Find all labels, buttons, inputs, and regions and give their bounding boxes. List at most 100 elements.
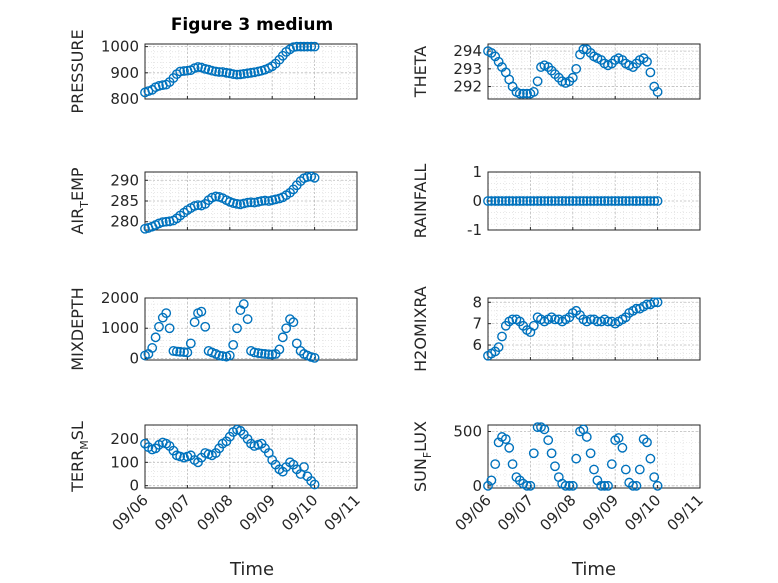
data-point-7 bbox=[161, 308, 172, 319]
y-axis-label-part: LUX bbox=[411, 421, 430, 452]
data-point-14 bbox=[185, 338, 196, 349]
data-point-6 bbox=[157, 217, 168, 228]
data-point-33 bbox=[596, 480, 607, 491]
data-point-12 bbox=[179, 66, 189, 76]
data-point-3 bbox=[490, 196, 501, 206]
data-point-32 bbox=[249, 347, 260, 358]
y-tick-label: 294 bbox=[453, 42, 482, 60]
data-point-27 bbox=[232, 323, 242, 334]
data-point-48 bbox=[649, 196, 660, 206]
data-point-36 bbox=[606, 196, 617, 206]
data-point-16 bbox=[193, 62, 203, 72]
y-axis-label-subscript: F bbox=[421, 452, 434, 458]
data-point-9 bbox=[168, 346, 179, 356]
data-point-4 bbox=[493, 196, 504, 206]
y-tick-label: 200 bbox=[110, 430, 139, 448]
data-point-15 bbox=[189, 317, 200, 328]
axes-box bbox=[144, 424, 358, 489]
data-point-14 bbox=[528, 320, 539, 331]
data-point-48 bbox=[649, 297, 660, 308]
data-point-13 bbox=[525, 480, 536, 491]
y-tick-label: 293 bbox=[453, 60, 482, 78]
data-point-30 bbox=[242, 197, 253, 208]
data-point-37 bbox=[267, 349, 278, 360]
data-point-12 bbox=[522, 88, 532, 99]
data-point-8 bbox=[507, 459, 518, 470]
data-point-26 bbox=[571, 196, 582, 206]
data-point-43 bbox=[631, 196, 642, 206]
data-point-46 bbox=[642, 437, 652, 448]
data-point-33 bbox=[596, 196, 607, 206]
data-point-25 bbox=[567, 480, 578, 491]
data-point-20 bbox=[550, 196, 560, 206]
data-point-18 bbox=[200, 321, 211, 332]
data-point-36 bbox=[263, 349, 274, 360]
data-point-17 bbox=[539, 196, 550, 206]
data-point-2 bbox=[486, 196, 497, 206]
data-point-42 bbox=[285, 187, 295, 198]
data-point-28 bbox=[578, 196, 589, 206]
subplot-1: 800 900 1000 PRESSURE bbox=[68, 29, 358, 114]
data-point-35 bbox=[603, 480, 613, 491]
y-tick-label: 1 bbox=[472, 163, 482, 181]
data-point-49 bbox=[309, 352, 320, 363]
data-point-21 bbox=[210, 191, 221, 202]
data-point-39 bbox=[617, 196, 628, 206]
y-tick-label: 2000 bbox=[101, 289, 139, 307]
data-point-44 bbox=[291, 338, 302, 349]
data-point-41 bbox=[281, 323, 292, 334]
data-point-12 bbox=[522, 480, 532, 491]
data-point-32 bbox=[249, 67, 260, 78]
data-point-29 bbox=[238, 299, 249, 309]
data-point-8 bbox=[507, 196, 518, 206]
data-point-5 bbox=[154, 81, 164, 91]
data-point-47 bbox=[302, 172, 313, 182]
data-point-8 bbox=[164, 323, 175, 334]
y-tick-label: 0 bbox=[129, 477, 139, 495]
data-point-21 bbox=[553, 196, 564, 206]
data-point-43 bbox=[288, 42, 299, 53]
data-point-18 bbox=[543, 435, 554, 446]
data-point-22 bbox=[214, 350, 225, 361]
data-point-15 bbox=[532, 422, 543, 433]
data-point-47 bbox=[645, 67, 656, 78]
data-point-5 bbox=[497, 331, 507, 342]
y-axis-label: MIXDEPTH bbox=[68, 287, 87, 370]
data-point-23 bbox=[560, 480, 571, 491]
data-point-49 bbox=[652, 87, 663, 97]
data-point-11 bbox=[518, 196, 529, 206]
y-tick-label: 100 bbox=[110, 453, 139, 471]
data-point-17 bbox=[196, 306, 207, 317]
data-point-22 bbox=[214, 67, 225, 77]
data-point-24 bbox=[221, 67, 232, 78]
data-point-7 bbox=[504, 196, 515, 206]
y-axis-label-part: PRESSURE bbox=[68, 29, 87, 113]
data-point-27 bbox=[232, 198, 242, 209]
data-point-6 bbox=[500, 196, 511, 206]
data-point-31 bbox=[589, 196, 599, 206]
data-point-18 bbox=[543, 196, 554, 206]
data-point-9 bbox=[511, 472, 522, 483]
data-point-46 bbox=[299, 41, 309, 52]
y-axis-label: TERRMSL bbox=[68, 421, 91, 493]
data-point-34 bbox=[256, 348, 267, 359]
data-point-26 bbox=[228, 69, 239, 80]
y-axis-label-part: TERR bbox=[68, 450, 87, 493]
data-point-13 bbox=[182, 347, 193, 358]
y-axis-label-part: EMP bbox=[68, 167, 87, 201]
data-point-15 bbox=[532, 196, 543, 206]
y-tick-label: 290 bbox=[110, 171, 139, 189]
data-point-37 bbox=[610, 196, 621, 206]
data-point-40 bbox=[620, 196, 631, 206]
data-point-12 bbox=[179, 347, 189, 358]
data-point-22 bbox=[557, 196, 568, 206]
figure-title: Figure 3 medium bbox=[171, 15, 333, 35]
data-point-10 bbox=[514, 196, 525, 206]
data-point-46 bbox=[299, 462, 309, 472]
data-point-19 bbox=[546, 196, 557, 206]
data-point-40 bbox=[620, 464, 631, 475]
y-axis-label-part: H2OMIXRA bbox=[411, 286, 430, 372]
data-point-2 bbox=[486, 475, 497, 486]
data-point-3 bbox=[147, 343, 158, 353]
